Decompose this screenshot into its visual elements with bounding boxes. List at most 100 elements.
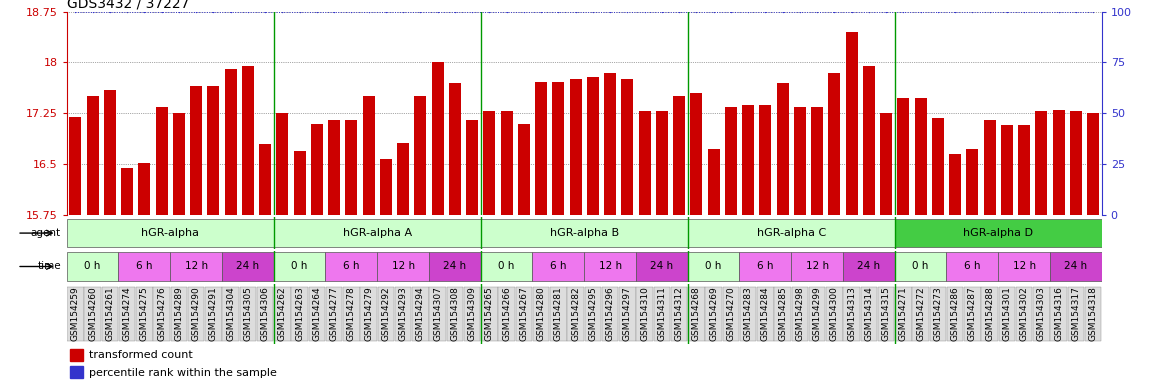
Text: GSM154277: GSM154277 xyxy=(330,286,338,341)
Bar xyxy=(67,286,84,341)
Text: GSM154275: GSM154275 xyxy=(140,286,148,341)
Bar xyxy=(70,349,83,361)
Bar xyxy=(222,286,239,341)
Text: GSM154306: GSM154306 xyxy=(261,286,269,341)
Bar xyxy=(688,219,895,247)
Bar xyxy=(724,107,737,215)
Text: GSM154308: GSM154308 xyxy=(451,286,459,341)
Text: GSM154295: GSM154295 xyxy=(589,286,597,341)
Bar xyxy=(1087,114,1099,215)
Text: 24 h: 24 h xyxy=(857,262,881,271)
Bar xyxy=(170,286,187,341)
Bar xyxy=(1035,111,1048,215)
Bar xyxy=(222,252,274,281)
Bar xyxy=(155,107,168,215)
Bar xyxy=(463,286,481,341)
Bar xyxy=(446,286,463,341)
Bar xyxy=(1033,286,1050,341)
Bar xyxy=(394,286,412,341)
Bar xyxy=(328,120,340,215)
Bar xyxy=(69,117,82,215)
Bar xyxy=(619,286,636,341)
Bar xyxy=(532,286,550,341)
Bar xyxy=(722,286,739,341)
Text: GSM154312: GSM154312 xyxy=(675,286,683,341)
Text: 24 h: 24 h xyxy=(650,262,674,271)
Bar xyxy=(1050,286,1067,341)
Bar xyxy=(84,286,101,341)
Bar xyxy=(325,286,343,341)
Bar xyxy=(946,252,998,281)
Bar xyxy=(498,286,515,341)
Text: 6 h: 6 h xyxy=(136,262,153,271)
Bar xyxy=(535,81,547,215)
Text: 12 h: 12 h xyxy=(391,262,415,271)
Text: GSM154281: GSM154281 xyxy=(554,286,562,341)
Text: GSM154293: GSM154293 xyxy=(399,286,407,341)
Text: hGR-alpha: hGR-alpha xyxy=(141,228,199,238)
Text: GSM154279: GSM154279 xyxy=(365,286,373,341)
Bar xyxy=(811,107,823,215)
Bar xyxy=(274,252,325,281)
Text: transformed count: transformed count xyxy=(90,350,193,360)
Text: 0 h: 0 h xyxy=(291,262,308,271)
Bar xyxy=(448,83,461,215)
Bar xyxy=(739,252,791,281)
Bar xyxy=(843,252,895,281)
Bar xyxy=(983,120,996,215)
Text: GSM154317: GSM154317 xyxy=(1072,286,1080,341)
Bar xyxy=(966,149,979,215)
Bar xyxy=(757,286,774,341)
Text: GSM154309: GSM154309 xyxy=(468,286,476,341)
Bar xyxy=(688,286,705,341)
Text: percentile rank within the sample: percentile rank within the sample xyxy=(90,367,277,377)
Bar xyxy=(895,219,1102,247)
Bar xyxy=(793,107,806,215)
Text: 0 h: 0 h xyxy=(705,262,722,271)
Bar xyxy=(636,286,653,341)
Text: GSM154262: GSM154262 xyxy=(278,286,286,341)
Text: GDS3432 / 37227: GDS3432 / 37227 xyxy=(67,0,189,10)
Bar xyxy=(377,286,394,341)
Text: hGR-alpha B: hGR-alpha B xyxy=(550,228,619,238)
Text: GSM154288: GSM154288 xyxy=(986,286,994,341)
Bar xyxy=(877,286,895,341)
Bar xyxy=(914,98,927,215)
Bar xyxy=(791,252,843,281)
Text: 6 h: 6 h xyxy=(964,262,981,271)
Text: 24 h: 24 h xyxy=(443,262,467,271)
Bar xyxy=(705,286,722,341)
Bar xyxy=(897,98,910,215)
Bar xyxy=(601,286,619,341)
Text: GSM154311: GSM154311 xyxy=(658,286,666,341)
Text: GSM154263: GSM154263 xyxy=(296,286,304,341)
Bar xyxy=(205,286,222,341)
Bar xyxy=(998,286,1015,341)
Bar xyxy=(190,86,202,215)
Text: GSM154278: GSM154278 xyxy=(347,286,355,341)
Bar xyxy=(586,78,599,215)
Bar xyxy=(912,286,929,341)
Bar xyxy=(86,96,99,215)
Bar xyxy=(259,144,271,215)
Bar xyxy=(274,219,481,247)
Bar xyxy=(187,286,205,341)
Bar xyxy=(481,219,688,247)
Bar xyxy=(707,149,720,215)
Text: GSM154314: GSM154314 xyxy=(865,286,873,341)
Bar xyxy=(860,286,877,341)
Bar xyxy=(274,286,291,341)
Bar xyxy=(1067,286,1084,341)
Bar xyxy=(949,154,961,215)
Text: GSM154302: GSM154302 xyxy=(1020,286,1028,341)
Bar xyxy=(638,111,651,215)
Text: hGR-alpha C: hGR-alpha C xyxy=(757,228,826,238)
Bar xyxy=(1015,286,1033,341)
Text: GSM154305: GSM154305 xyxy=(244,286,252,341)
Text: hGR-alpha A: hGR-alpha A xyxy=(343,228,412,238)
Text: 6 h: 6 h xyxy=(757,262,774,271)
Bar xyxy=(172,114,185,215)
Text: GSM154266: GSM154266 xyxy=(503,286,511,341)
Text: GSM154267: GSM154267 xyxy=(520,286,528,341)
Bar xyxy=(343,286,360,341)
